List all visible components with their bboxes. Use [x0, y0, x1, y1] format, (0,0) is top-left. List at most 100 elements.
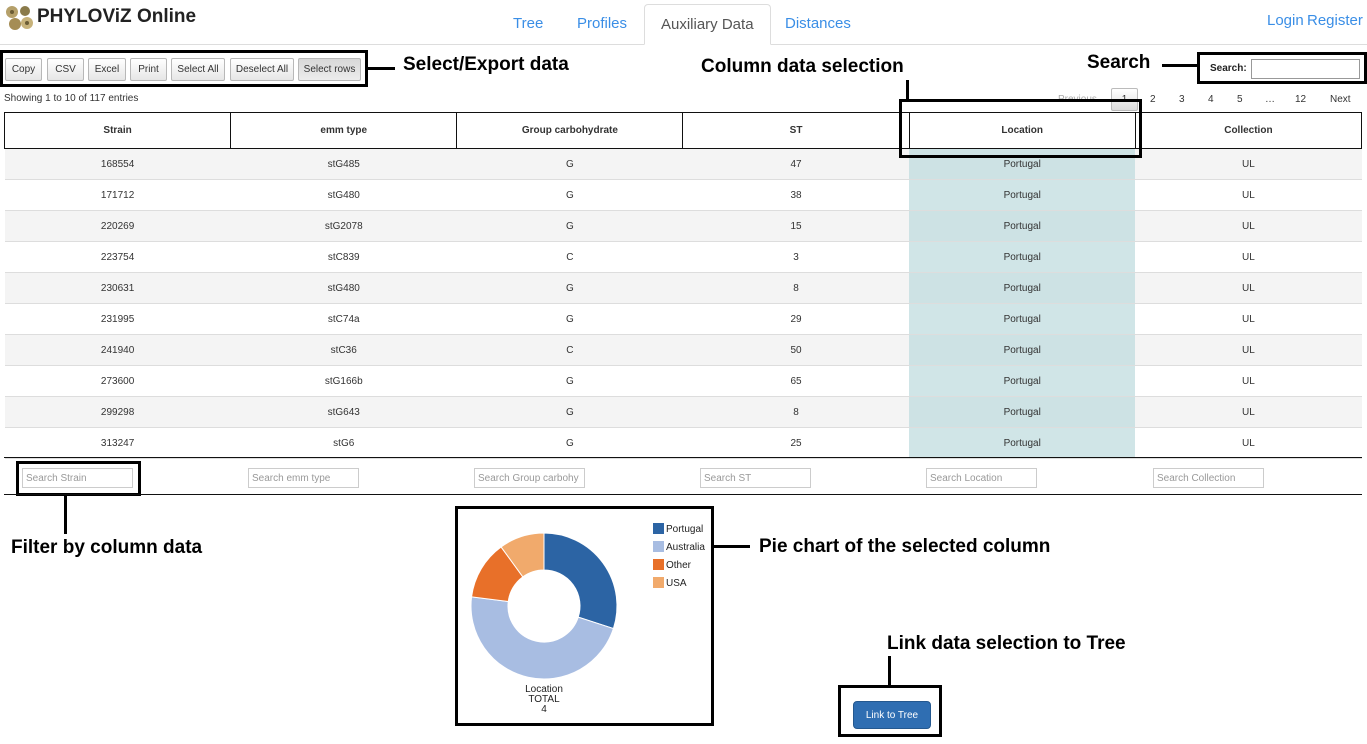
legend-item-other[interactable]: Other	[653, 559, 691, 571]
table-cell: 241940	[4, 334, 231, 366]
table-cell: stG480	[230, 179, 457, 211]
table-cell: 273600	[4, 365, 231, 397]
table-cell: stG485	[230, 148, 457, 180]
pagination-page-12[interactable]: 12	[1295, 94, 1307, 105]
pie-slice-australia[interactable]	[470, 596, 615, 680]
login-link[interactable]: Login	[1267, 12, 1304, 29]
table-row[interactable]: 299298 stG643 G 8 Portugal UL	[4, 396, 1362, 428]
table-cell: UL	[1135, 303, 1362, 335]
select-rows-button[interactable]: Select rows	[298, 58, 361, 81]
pie-slice-portugal[interactable]	[543, 532, 618, 630]
table-cell: C	[456, 334, 683, 366]
table-cell: 223754	[4, 241, 231, 273]
export-callout-box	[0, 50, 368, 87]
pie-center-label-total: TOTAL	[528, 694, 560, 705]
column-header-location[interactable]: Location	[908, 112, 1136, 149]
table-info: Showing 1 to 10 of 117 entries	[4, 93, 139, 104]
filter-collection-input[interactable]	[1153, 468, 1264, 488]
register-link[interactable]: Register	[1307, 12, 1363, 29]
link-callout-line	[888, 656, 891, 686]
copy-button[interactable]: Copy	[5, 58, 42, 81]
column-header-group-carbohydrate[interactable]: Group carbohydrate	[456, 112, 684, 149]
table-cell: 38	[682, 179, 910, 211]
pagination-page-2[interactable]: 2	[1150, 94, 1156, 105]
search-callout-text: Search	[1087, 52, 1151, 73]
table-row[interactable]: 220269 stG2078 G 15 Portugal UL	[4, 210, 1362, 242]
pagination-page-4[interactable]: 4	[1208, 94, 1214, 105]
table-cell: stG2078	[230, 210, 457, 242]
table-row[interactable]: 231995 stC74a G 29 Portugal UL	[4, 303, 1362, 335]
select-all-button[interactable]: Select All	[171, 58, 225, 81]
legend-item-usa[interactable]: USA	[653, 577, 687, 589]
filter-strain-input[interactable]	[22, 468, 133, 488]
table-cell: Portugal	[909, 303, 1136, 335]
table-cell: 29	[682, 303, 910, 335]
table-cell: 3	[682, 241, 910, 273]
link-callout-box	[838, 685, 942, 737]
search-callout-box	[1197, 52, 1367, 84]
table-cell: 8	[682, 272, 910, 304]
table-cell: 231995	[4, 303, 231, 335]
table-row[interactable]: 241940 stC36 C 50 Portugal UL	[4, 334, 1362, 366]
table-cell: UL	[1135, 272, 1362, 304]
table-row[interactable]: 230631 stG480 G 8 Portugal UL	[4, 272, 1362, 304]
table-cell: G	[456, 148, 683, 180]
filter-callout-line	[64, 496, 67, 534]
table-cell: stC74a	[230, 303, 457, 335]
csv-button[interactable]: CSV	[47, 58, 84, 81]
table-cell: C	[456, 241, 683, 273]
pagination-ellipsis: …	[1265, 94, 1275, 105]
column-selection-callout-box	[899, 99, 1142, 158]
pie-slice-usa[interactable]	[500, 532, 545, 578]
table-row[interactable]: 273600 stG166b G 65 Portugal UL	[4, 365, 1362, 397]
search-input[interactable]	[1251, 59, 1360, 79]
tab-profiles[interactable]: Profiles	[577, 15, 628, 32]
print-button[interactable]: Print	[130, 58, 167, 81]
filter-location-input[interactable]	[926, 468, 1037, 488]
tab-tree[interactable]: Tree	[513, 15, 544, 32]
filter-st-input[interactable]	[700, 468, 811, 488]
filter-emm-type-input[interactable]	[248, 468, 359, 488]
table-cell: stG6	[230, 427, 457, 459]
table-row[interactable]: 171712 stG480 G 38 Portugal UL	[4, 179, 1362, 211]
table-cell: UL	[1135, 241, 1362, 273]
tab-auxiliary-data[interactable]: Auxiliary Data	[644, 4, 771, 45]
legend-item-portugal[interactable]: Portugal	[653, 523, 703, 535]
tab-distances[interactable]: Distances	[785, 15, 851, 32]
legend-swatch	[653, 523, 664, 534]
table-row[interactable]: 313247 stG6 G 25 Portugal UL	[4, 427, 1362, 459]
legend-item-australia[interactable]: Australia	[653, 541, 705, 553]
table-cell: G	[456, 303, 683, 335]
table-row[interactable]: 223754 stC839 C 3 Portugal UL	[4, 241, 1362, 273]
search-callout-line	[1162, 64, 1198, 67]
pie-callout-text: Pie chart of the selected column	[759, 536, 1051, 557]
export-callout-text: Select/Export data	[403, 54, 569, 75]
pagination-page-5[interactable]: 5	[1237, 94, 1243, 105]
table-cell: Portugal	[909, 427, 1136, 459]
column-selection-callout-text: Column data selection	[701, 56, 904, 77]
excel-button[interactable]: Excel	[88, 58, 126, 81]
link-to-tree-button[interactable]: Link to Tree	[853, 701, 931, 729]
table-row[interactable]: 168554 stG485 G 47 Portugal UL	[4, 148, 1362, 180]
table-cell: UL	[1135, 427, 1362, 459]
column-header-st[interactable]: ST	[682, 112, 910, 149]
location-pie-chart	[470, 532, 618, 680]
table-cell: UL	[1135, 334, 1362, 366]
legend-swatch	[653, 577, 664, 588]
legend-swatch	[653, 541, 664, 552]
column-header-collection[interactable]: Collection	[1134, 112, 1363, 149]
app-logo	[6, 6, 33, 30]
table-cell: G	[456, 396, 683, 428]
column-header-strain[interactable]: Strain	[3, 112, 232, 149]
filter-group-carbohydrate-input[interactable]	[474, 468, 585, 488]
table-cell: stG643	[230, 396, 457, 428]
table-cell: 220269	[4, 210, 231, 242]
deselect-all-button[interactable]: Deselect All	[230, 58, 294, 81]
pagination-next[interactable]: Next	[1330, 94, 1351, 105]
table-cell: Portugal	[909, 148, 1136, 180]
pagination-page-3[interactable]: 3	[1179, 94, 1185, 105]
column-header-emm-type[interactable]: emm type	[230, 112, 458, 149]
pie-chart-callout-box	[455, 506, 714, 726]
table-cell: 15	[682, 210, 910, 242]
pie-callout-line	[714, 545, 750, 548]
